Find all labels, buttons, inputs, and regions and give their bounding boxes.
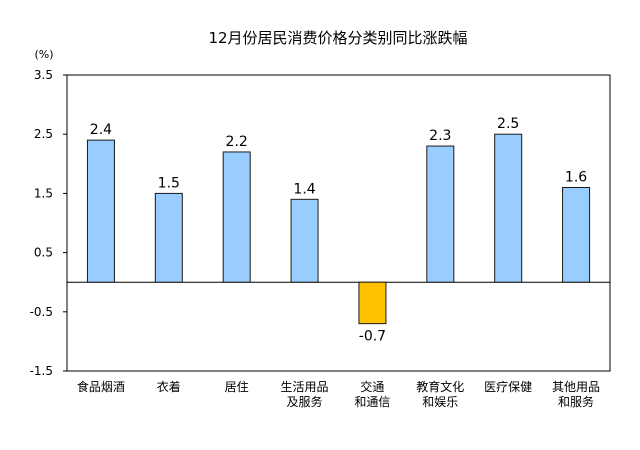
- chart-title: 12月份居民消费价格分类别同比涨跌幅: [208, 29, 467, 47]
- x-tick-label: 交通: [360, 379, 384, 394]
- bar: [222, 151, 251, 283]
- y-tick-label: 1.5: [34, 186, 53, 200]
- bar: [562, 186, 591, 283]
- y-tick-label: -1.5: [30, 364, 53, 378]
- y-axis-unit-label: (%): [34, 48, 53, 61]
- x-tick-label: 医疗保健: [484, 380, 532, 394]
- bar: [494, 133, 523, 283]
- value-label: 2.5: [497, 116, 519, 132]
- plot-frame: [66, 74, 611, 372]
- axes: [63, 74, 611, 372]
- x-tick-label: 及服务: [287, 394, 323, 409]
- x-tick-label: 和服务: [558, 394, 594, 409]
- y-tick-label: 2.5: [34, 127, 53, 141]
- y-tick-labels: 3.5 2.5 1.5 0.5 -0.5 -1.5: [30, 68, 53, 378]
- value-label: 1.4: [293, 181, 315, 197]
- bar: [86, 139, 115, 283]
- value-label: 2.3: [429, 128, 451, 144]
- x-tick-label: 教育文化: [416, 379, 464, 394]
- bars: [86, 133, 591, 325]
- y-tick-label: -0.5: [30, 305, 53, 319]
- bar: [358, 281, 387, 325]
- bar: [154, 192, 183, 283]
- value-label: -0.7: [359, 329, 386, 345]
- bar: [426, 145, 455, 283]
- value-label: 2.2: [226, 134, 248, 150]
- y-tick-label: 3.5: [34, 68, 53, 82]
- x-tick-label: 居住: [225, 380, 249, 394]
- x-tick-label: 食品烟酒: [77, 379, 125, 394]
- x-tick-label: 和通信: [354, 395, 390, 409]
- y-tick-label: 0.5: [34, 246, 53, 260]
- x-tick-label: 衣着: [157, 379, 181, 394]
- value-label: 1.6: [565, 169, 587, 185]
- value-labels: 2.4 1.5 2.2 1.4 -0.7 2.3 2.5 1.6: [90, 116, 587, 344]
- bar: [290, 198, 319, 283]
- value-label: 2.4: [90, 122, 112, 138]
- x-tick-label: 其他用品: [552, 380, 600, 394]
- x-tick-label: 生活用品: [281, 380, 329, 394]
- x-tick-label: 和娱乐: [422, 395, 458, 409]
- value-label: 1.5: [158, 175, 180, 191]
